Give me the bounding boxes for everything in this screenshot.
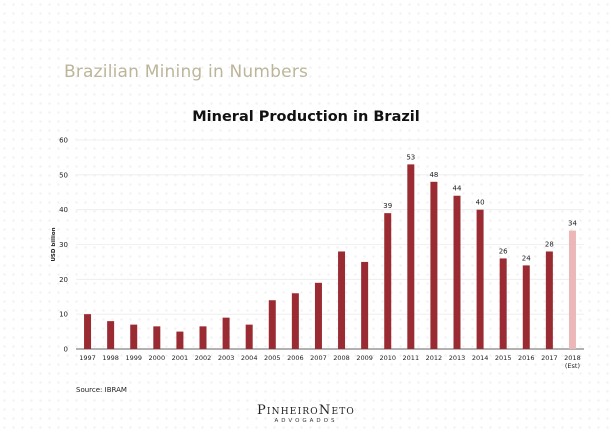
x-tick-label: 1999: [125, 354, 142, 362]
bar: [291, 293, 299, 349]
bar: [430, 181, 438, 349]
bar: [499, 258, 507, 349]
bar: [245, 324, 253, 349]
bar: [545, 251, 553, 349]
bar: [199, 326, 207, 349]
y-tick-label: 50: [59, 171, 68, 179]
x-tick-label: 1998: [102, 354, 119, 362]
x-tick-label: 2011: [403, 354, 420, 362]
y-tick-label: 30: [59, 241, 68, 249]
bar: [568, 230, 576, 349]
chart-title: Mineral Production in Brazil: [192, 109, 420, 125]
bar: [361, 261, 369, 349]
data-label: 24: [522, 254, 531, 262]
x-tick-label: 2013: [449, 354, 466, 362]
x-tick-label: 2016: [518, 354, 535, 362]
bar: [84, 314, 92, 349]
x-tick-label: 2008: [333, 354, 350, 362]
x-tick-label: 2004: [241, 354, 258, 362]
bar: [476, 209, 484, 349]
y-axis-title: USD billion: [51, 227, 57, 261]
x-tick-label: 2017: [541, 354, 558, 362]
data-label: 34: [568, 220, 577, 228]
slide-title: Brazilian Mining in Numbers: [64, 62, 309, 82]
logo-main-text: PinheiroNeto: [256, 403, 356, 418]
bar: [176, 331, 184, 349]
y-tick-label: 0: [64, 346, 68, 354]
x-tick-label: 2006: [287, 354, 304, 362]
x-tick-label: 2000: [149, 354, 166, 362]
bar: [453, 195, 461, 349]
x-tick-label: 2009: [356, 354, 373, 362]
bar: [314, 282, 322, 349]
bar: [130, 324, 138, 349]
bar: [522, 265, 530, 349]
bar: [338, 251, 346, 349]
data-label: 44: [453, 185, 462, 193]
data-label: 40: [476, 199, 485, 207]
company-logo: PinheiroNeto ADVOGADOS: [0, 403, 612, 424]
y-tick-label: 10: [59, 311, 68, 319]
x-tick-sublabel: (Est): [565, 362, 580, 370]
x-tick-label: 1997: [79, 354, 96, 362]
bar: [407, 164, 415, 349]
data-label: 26: [499, 247, 508, 255]
x-tick-label: 2003: [218, 354, 235, 362]
data-label: 28: [545, 240, 554, 248]
x-tick-label: 2012: [426, 354, 443, 362]
x-tick-label: 2005: [264, 354, 281, 362]
y-tick-label: 20: [59, 276, 68, 284]
bar: [153, 326, 161, 349]
x-tick-label: 2001: [172, 354, 189, 362]
x-tick-label: 2015: [495, 354, 512, 362]
bar: [222, 317, 230, 349]
bar: [384, 213, 392, 349]
x-tick-label: 2002: [195, 354, 212, 362]
data-label: 48: [429, 171, 438, 179]
bar: [107, 321, 115, 349]
data-label: 39: [383, 202, 392, 210]
x-tick-label: 2018: [564, 354, 581, 362]
y-tick-label: 40: [59, 206, 68, 214]
bar: [268, 300, 276, 349]
logo-sub-text: ADVOGADOS: [274, 418, 338, 424]
y-tick-label: 60: [59, 137, 68, 145]
x-tick-label: 2014: [472, 354, 489, 362]
x-tick-label: 2010: [379, 354, 396, 362]
source-note: Source: IBRAM: [76, 386, 127, 394]
x-tick-label: 2007: [310, 354, 327, 362]
data-label: 53: [406, 153, 415, 161]
